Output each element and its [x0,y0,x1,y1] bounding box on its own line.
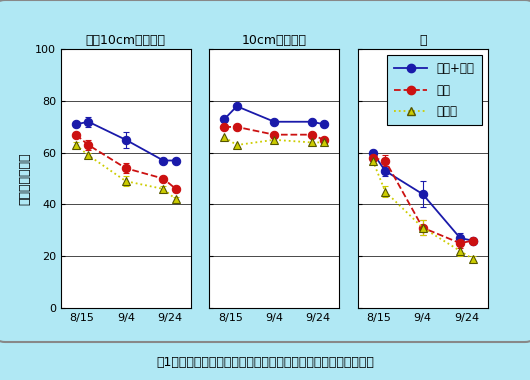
Title: 穂: 穂 [419,34,427,47]
Legend: 堆肥+多肝, 標肝, 無窒素: 堆肥+多肝, 標肝, 無窒素 [387,55,482,125]
Y-axis label: 水分含量（％）: 水分含量（％） [18,152,31,205]
Title: 10cm以上茎葉: 10cm以上茎葉 [242,34,307,47]
Title: 地際10cm以上全体: 地際10cm以上全体 [86,34,166,47]
Text: 囱1　登熟期における飼料イネの登熟期の水分含量の推移の一例: 囱1 登熟期における飼料イネの登熟期の水分含量の推移の一例 [156,356,374,369]
